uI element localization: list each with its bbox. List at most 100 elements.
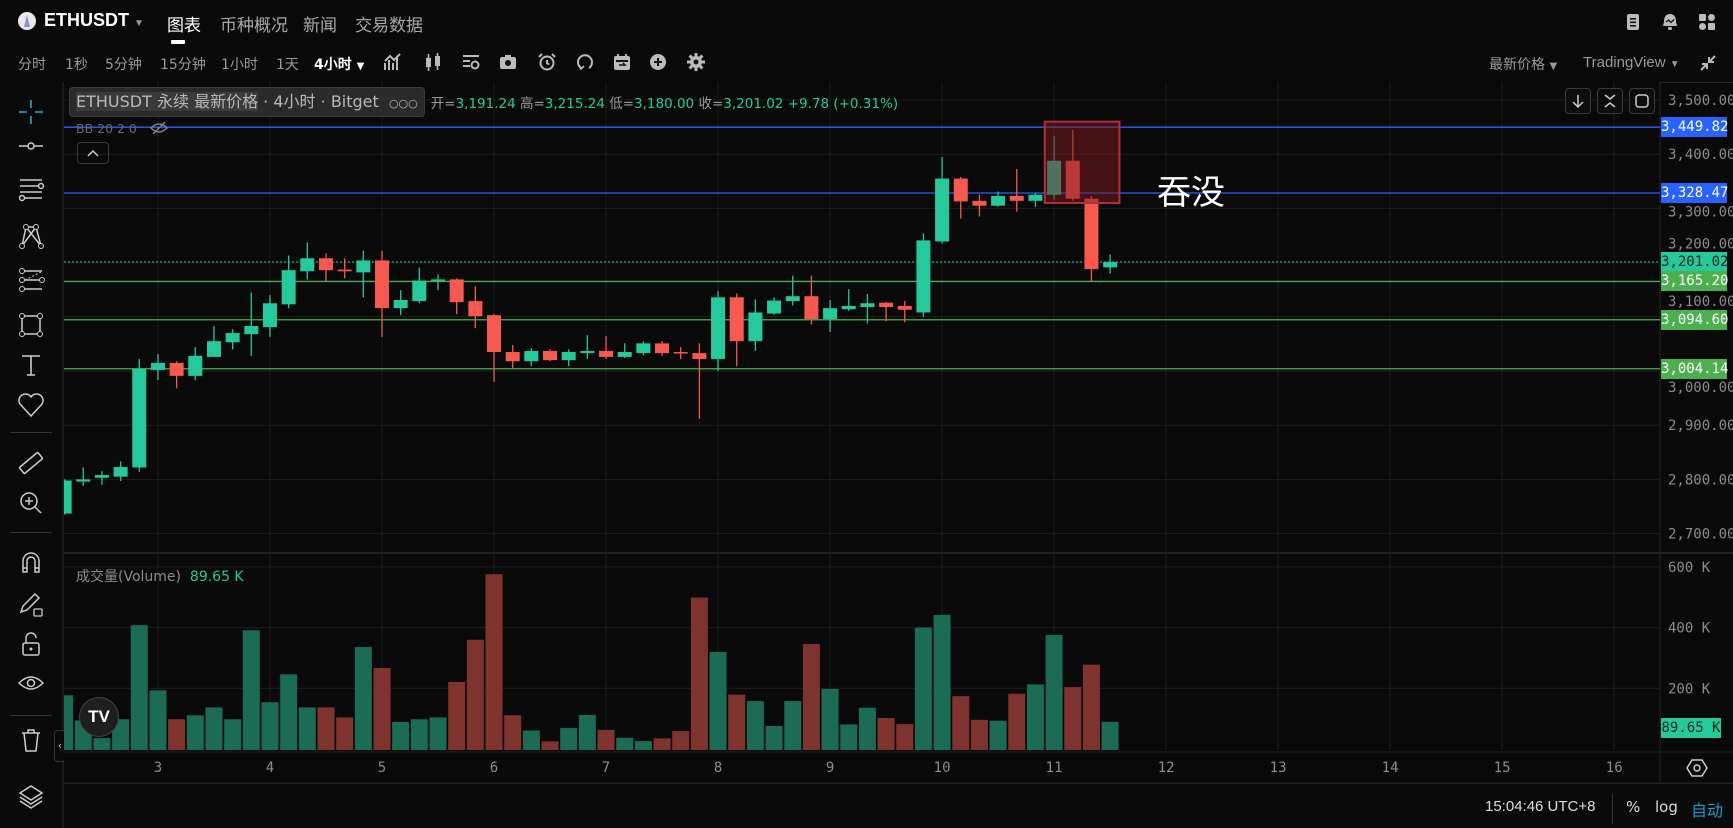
volume-bar [168,719,186,750]
interval-1d[interactable]: 1天 [276,57,299,73]
tab-trading-data[interactable]: 交易数据 [355,16,423,36]
fit-chart-button[interactable] [1597,88,1623,114]
indicator-hidden-eye-icon[interactable] [150,120,168,136]
symbol-selector[interactable]: ETHUSDT ▼ [44,10,144,31]
volume-label: 成交量(Volume) [76,569,181,585]
candle-body [1103,262,1118,268]
interval-4h-dropdown[interactable]: 4小时 ▼ [314,54,364,74]
layers-icon[interactable] [17,783,45,811]
time-axis-label: 9 [826,760,834,776]
more-options-icon[interactable]: ○○○ [388,97,418,110]
time-axis-label: 10 [934,760,951,776]
alert-bell-icon[interactable] [1661,13,1679,31]
price-axis-label: 2,900.00 [1668,418,1733,434]
volume-bar [802,643,820,750]
parallel-lines-icon[interactable] [17,176,45,204]
tradingview-logo[interactable]: TV [79,697,119,737]
price-line-label[interactable]: 3,094.60 [1661,309,1729,330]
candle [94,471,109,485]
alarm-icon[interactable] [537,52,557,72]
snapshot-icon[interactable] [498,52,518,72]
templates-icon[interactable] [461,52,481,72]
log-scale-toggle[interactable]: log [1655,798,1678,816]
candle-body [935,178,950,242]
auto-scale-toggle[interactable]: 自动 [1691,801,1724,820]
chart-settings-hex-icon[interactable] [1686,757,1708,779]
pattern-tool-icon[interactable] [17,222,45,250]
interval-1s[interactable]: 1秒 [65,57,88,73]
settings-gear-icon[interactable] [686,52,706,72]
lock-drawings-icon[interactable] [17,590,45,618]
collapse-legend-button[interactable] [77,142,109,164]
candle-body [337,269,352,272]
candle-body [374,260,389,309]
ruler-measure-icon[interactable] [17,449,45,477]
zoom-in-icon[interactable] [17,489,45,517]
horizontal-ray-icon[interactable] [17,132,45,160]
candle-body [150,362,165,370]
candle [505,344,520,369]
trash-icon[interactable] [17,726,45,754]
interval-5m[interactable]: 5分钟 [105,57,142,73]
tab-news[interactable]: 新闻 [303,16,337,36]
interval-time-sharing[interactable]: 分时 [18,57,46,73]
unlock-icon[interactable] [17,630,45,658]
annotation-text[interactable]: 吞没 [1157,173,1225,213]
percent-scale-toggle[interactable]: % [1626,798,1641,816]
price-type-dropdown[interactable]: 最新价格 ▼ [1489,54,1557,74]
time-axis-label: 3 [154,760,162,776]
interval-1h[interactable]: 1小时 [221,57,258,73]
fullscreen-button[interactable] [1629,88,1655,114]
candle [169,361,184,389]
candle [337,258,352,279]
fibonacci-icon[interactable] [17,267,45,295]
volume-bar [653,738,671,750]
calendar-icon[interactable] [612,52,632,72]
volume-bar [765,725,783,750]
bb-indicator-label[interactable]: BB 20 2 0 [76,121,137,136]
indicators-icon[interactable] [383,52,403,72]
price-axis-label: 3,400.00 [1668,147,1733,163]
chevron-down-icon: ▼ [1669,59,1680,70]
crosshair-icon[interactable] [17,98,45,126]
sidebar-divider [10,432,52,433]
collapse-fullscreen-icon[interactable] [1699,54,1719,74]
price-line-label[interactable]: 3,165.20 [1661,271,1729,292]
scroll-to-latest-button[interactable] [1565,88,1591,114]
volume-bar [64,695,74,750]
candle-body [767,300,782,314]
chart-engine-dropdown[interactable]: TradingView ▼ [1583,54,1680,71]
price-line-label[interactable]: 3,328.47 [1661,182,1729,203]
visibility-eye-icon[interactable] [17,671,45,699]
candle [206,326,221,357]
candle-body [225,333,240,343]
notebook-icon[interactable] [1624,13,1642,31]
candle [132,359,147,472]
apps-grid-icon[interactable] [1698,13,1716,31]
status-divider [64,783,1733,784]
magnet-icon[interactable] [17,548,45,576]
candle-body [94,475,109,478]
volume-bar [858,707,876,750]
candle-body [1084,198,1099,270]
clock-timezone[interactable]: 15:04:46 UTC+8 [1485,798,1596,815]
favorites-heart-icon[interactable] [17,391,45,419]
candle-type-icon[interactable] [423,52,443,72]
price-line-label[interactable]: 3,004.14 [1661,358,1729,379]
rectangle-tool-icon[interactable] [17,311,45,339]
tab-chart[interactable]: 图表 [167,16,201,36]
price-axis-label: 2,800.00 [1668,472,1733,488]
add-icon[interactable] [648,52,668,72]
legend-row: ETHUSDT 永续 最新价格 · 4小时 · Bitget ○○○ 开=3,1… [69,87,898,117]
price-line-label[interactable]: 3,449.82 [1661,117,1729,138]
symbol-legend-tooltip[interactable]: ETHUSDT 永续 最新价格 · 4小时 · Bitget ○○○ [69,87,425,117]
close-value: 3,201.02 [723,96,784,112]
interval-15m[interactable]: 15分钟 [160,57,206,73]
text-tool-icon[interactable] [17,351,45,379]
tab-coin-overview[interactable]: 币种概况 [220,16,288,36]
price-line-label[interactable]: 3,201.02 [1661,252,1729,273]
candle [953,176,968,219]
volume-bar [578,715,596,750]
replay-icon[interactable] [575,52,595,72]
